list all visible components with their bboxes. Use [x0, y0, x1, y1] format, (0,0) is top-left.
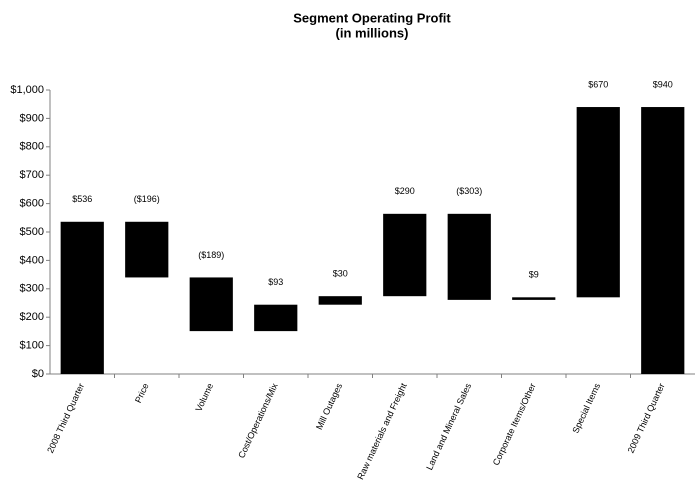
bar — [60, 221, 104, 374]
x-tick-label: Land and Mineral Sales — [424, 381, 473, 471]
bar — [641, 107, 685, 374]
bar — [318, 296, 362, 305]
bar — [447, 213, 491, 300]
x-tick-label: Cost/Operations/Mix — [236, 381, 280, 460]
x-tick-label: Corporate Items/Other — [491, 382, 538, 467]
y-tick-label: $700 — [20, 169, 44, 181]
y-tick-label: $600 — [20, 198, 44, 210]
y-tick-label: $500 — [20, 226, 44, 238]
chart-subtitle: (in millions) — [336, 25, 409, 40]
value-label: $9 — [529, 270, 539, 280]
x-tick-label: Special Items — [570, 381, 602, 435]
value-label: $30 — [333, 269, 348, 279]
y-tick-label: $800 — [20, 141, 44, 153]
value-label: $93 — [268, 277, 283, 287]
bar — [189, 277, 233, 332]
bar — [254, 304, 298, 332]
x-tick-label: Raw materials and Freight — [355, 381, 409, 481]
value-label: $536 — [72, 194, 92, 204]
value-label: $940 — [653, 79, 673, 89]
x-tick-label: Volume — [193, 382, 215, 413]
y-tick-label: $1,000 — [10, 84, 44, 96]
value-label: $290 — [395, 186, 415, 196]
chart-title: Segment Operating Profit — [293, 10, 451, 25]
y-tick-label: $100 — [20, 340, 44, 352]
y-tick-label: $900 — [20, 112, 44, 124]
bar — [576, 107, 620, 298]
value-label: ($189) — [198, 250, 224, 260]
x-tick-label: Mill Outages — [314, 381, 344, 431]
x-tick-label: 2008 Third Quarter — [45, 382, 86, 455]
y-tick-label: $0 — [32, 368, 44, 380]
bar — [512, 297, 556, 300]
y-tick-label: $400 — [20, 254, 44, 266]
x-tick-label: Price — [133, 382, 151, 405]
bar — [383, 213, 427, 297]
value-label: ($303) — [456, 186, 482, 196]
value-label: ($196) — [134, 194, 160, 204]
value-label: $670 — [588, 79, 608, 89]
x-tick-label: 2009 Third Quarter — [626, 382, 667, 455]
bar — [125, 221, 169, 278]
y-tick-label: $200 — [20, 311, 44, 323]
y-tick-label: $300 — [20, 283, 44, 295]
